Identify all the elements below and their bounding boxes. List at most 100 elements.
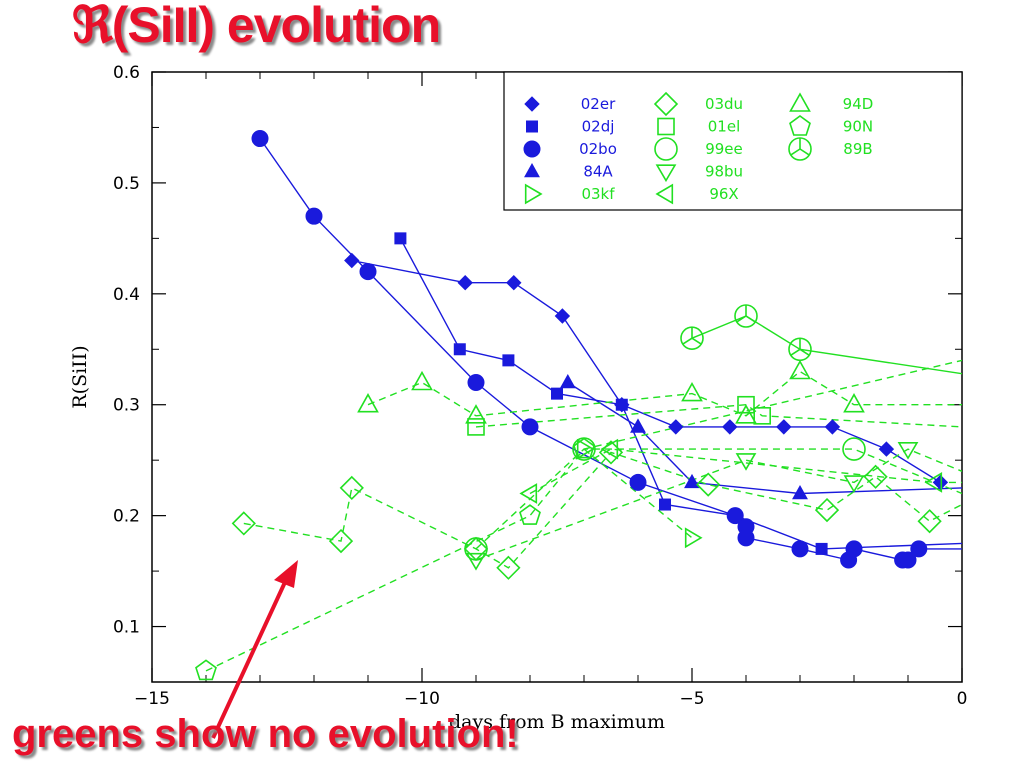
legend-label-01el: 01el (708, 118, 740, 136)
point-90N (573, 437, 595, 459)
point-02bo (251, 130, 269, 148)
point-02dj (615, 398, 628, 411)
y-tick-label: 0.4 (113, 285, 140, 305)
series-line-90N (205, 359, 962, 672)
point-84A (559, 373, 576, 389)
point-02dj (659, 498, 671, 511)
point-90N (519, 504, 541, 525)
point-02bo (791, 540, 809, 558)
series-points (195, 130, 949, 681)
point-89B (680, 326, 704, 350)
annotation-arrow (211, 560, 298, 739)
legend-label-84A: 84A (583, 163, 613, 181)
legend-box (503, 71, 963, 211)
point-99ee (842, 437, 866, 461)
series-line-98bu (475, 448, 962, 561)
series-line-94D (367, 370, 962, 417)
x-tick-label: −5 (679, 689, 704, 709)
point-02dj (815, 542, 828, 555)
point-98bu (843, 475, 865, 493)
legend-marker-02er (524, 96, 540, 112)
point-94D (465, 404, 487, 424)
point-03du (917, 509, 942, 534)
point-02er (776, 419, 792, 435)
legend-label-98bu: 98bu (705, 163, 743, 181)
point-02er (457, 274, 473, 291)
series-line-02dj (399, 238, 962, 550)
point-01el (753, 407, 772, 425)
point-02er (554, 308, 571, 324)
point-98bu (897, 441, 919, 460)
point-98bu (465, 552, 487, 571)
y-tick-label: 0.2 (113, 507, 140, 527)
point-03du (231, 511, 256, 536)
series-line-99ee (475, 448, 962, 550)
point-02er (932, 474, 949, 491)
y-axis-title: R(SiII) (69, 345, 91, 408)
x-tick-label: 0 (957, 689, 968, 709)
series-line-89B (691, 315, 962, 375)
x-axis-title: days from B maximum (449, 711, 665, 733)
point-01el (467, 418, 485, 436)
point-03kf (684, 527, 703, 549)
slide-title: ℜ(SiII) evolution (72, 0, 441, 53)
y-tick-label: 0.3 (113, 396, 140, 416)
point-02bo (910, 540, 928, 558)
point-89B (734, 304, 758, 328)
legend-marker-94D (789, 92, 811, 112)
y-tick-label: 0.5 (113, 174, 140, 194)
point-03du (339, 475, 364, 501)
point-90N (195, 659, 217, 681)
point-02bo (629, 473, 647, 491)
point-98bu (735, 453, 757, 471)
point-96X (924, 472, 943, 493)
legend-label-96X: 96X (709, 185, 738, 203)
point-84A (684, 473, 700, 489)
point-02er (668, 419, 684, 435)
series-line-96X (529, 448, 962, 495)
point-02bo (305, 207, 323, 225)
point-94D (357, 393, 379, 413)
legend-label-02bo: 02bo (579, 140, 617, 158)
legend: 02er 02dj 02bo 84A 03kf 03du 01el 99ee 98bu 96X 94… (503, 71, 963, 211)
point-99ee (464, 537, 488, 561)
legend-marker-02dj (526, 120, 538, 133)
point-96X (519, 483, 538, 504)
slide-caption: greens show no evolution! (12, 712, 519, 756)
point-02bo (726, 507, 744, 525)
point-03kf (576, 438, 595, 460)
legend-marker-90N (789, 115, 811, 136)
point-02bo (737, 529, 755, 547)
legend-marker-99ee (654, 137, 678, 161)
point-94D (843, 393, 865, 413)
legend-label-03kf: 03kf (581, 185, 615, 203)
point-94D (735, 404, 757, 424)
point-03du (696, 472, 721, 497)
point-03du (496, 555, 521, 580)
point-96X (600, 438, 619, 460)
point-02bo (521, 418, 539, 436)
legend-label-03du: 03du (705, 95, 743, 113)
point-01el (737, 395, 755, 414)
point-94D (681, 381, 703, 402)
y-tick-label: 0.1 (113, 618, 140, 638)
axes: −15 −10 −5 0 0.1 0.2 0.3 0.4 0.5 0.6 (113, 63, 967, 709)
point-02bo (845, 540, 863, 558)
point-02er (878, 441, 895, 457)
point-89B (788, 337, 812, 362)
legend-label-99ee: 99ee (705, 140, 743, 158)
point-02bo (899, 551, 917, 569)
legend-marker-03du (653, 91, 679, 117)
point-02er (722, 419, 738, 435)
point-02dj (453, 343, 466, 356)
legend-label-89B: 89B (843, 140, 872, 158)
point-02er (506, 274, 522, 291)
legend-marker-98bu (655, 164, 677, 183)
legend-label-02er: 02er (581, 95, 616, 113)
point-03du (814, 497, 840, 523)
point-02dj (502, 354, 515, 367)
point-94D (789, 359, 811, 380)
y-tick-label: 0.6 (113, 63, 140, 83)
point-02er (824, 419, 841, 435)
